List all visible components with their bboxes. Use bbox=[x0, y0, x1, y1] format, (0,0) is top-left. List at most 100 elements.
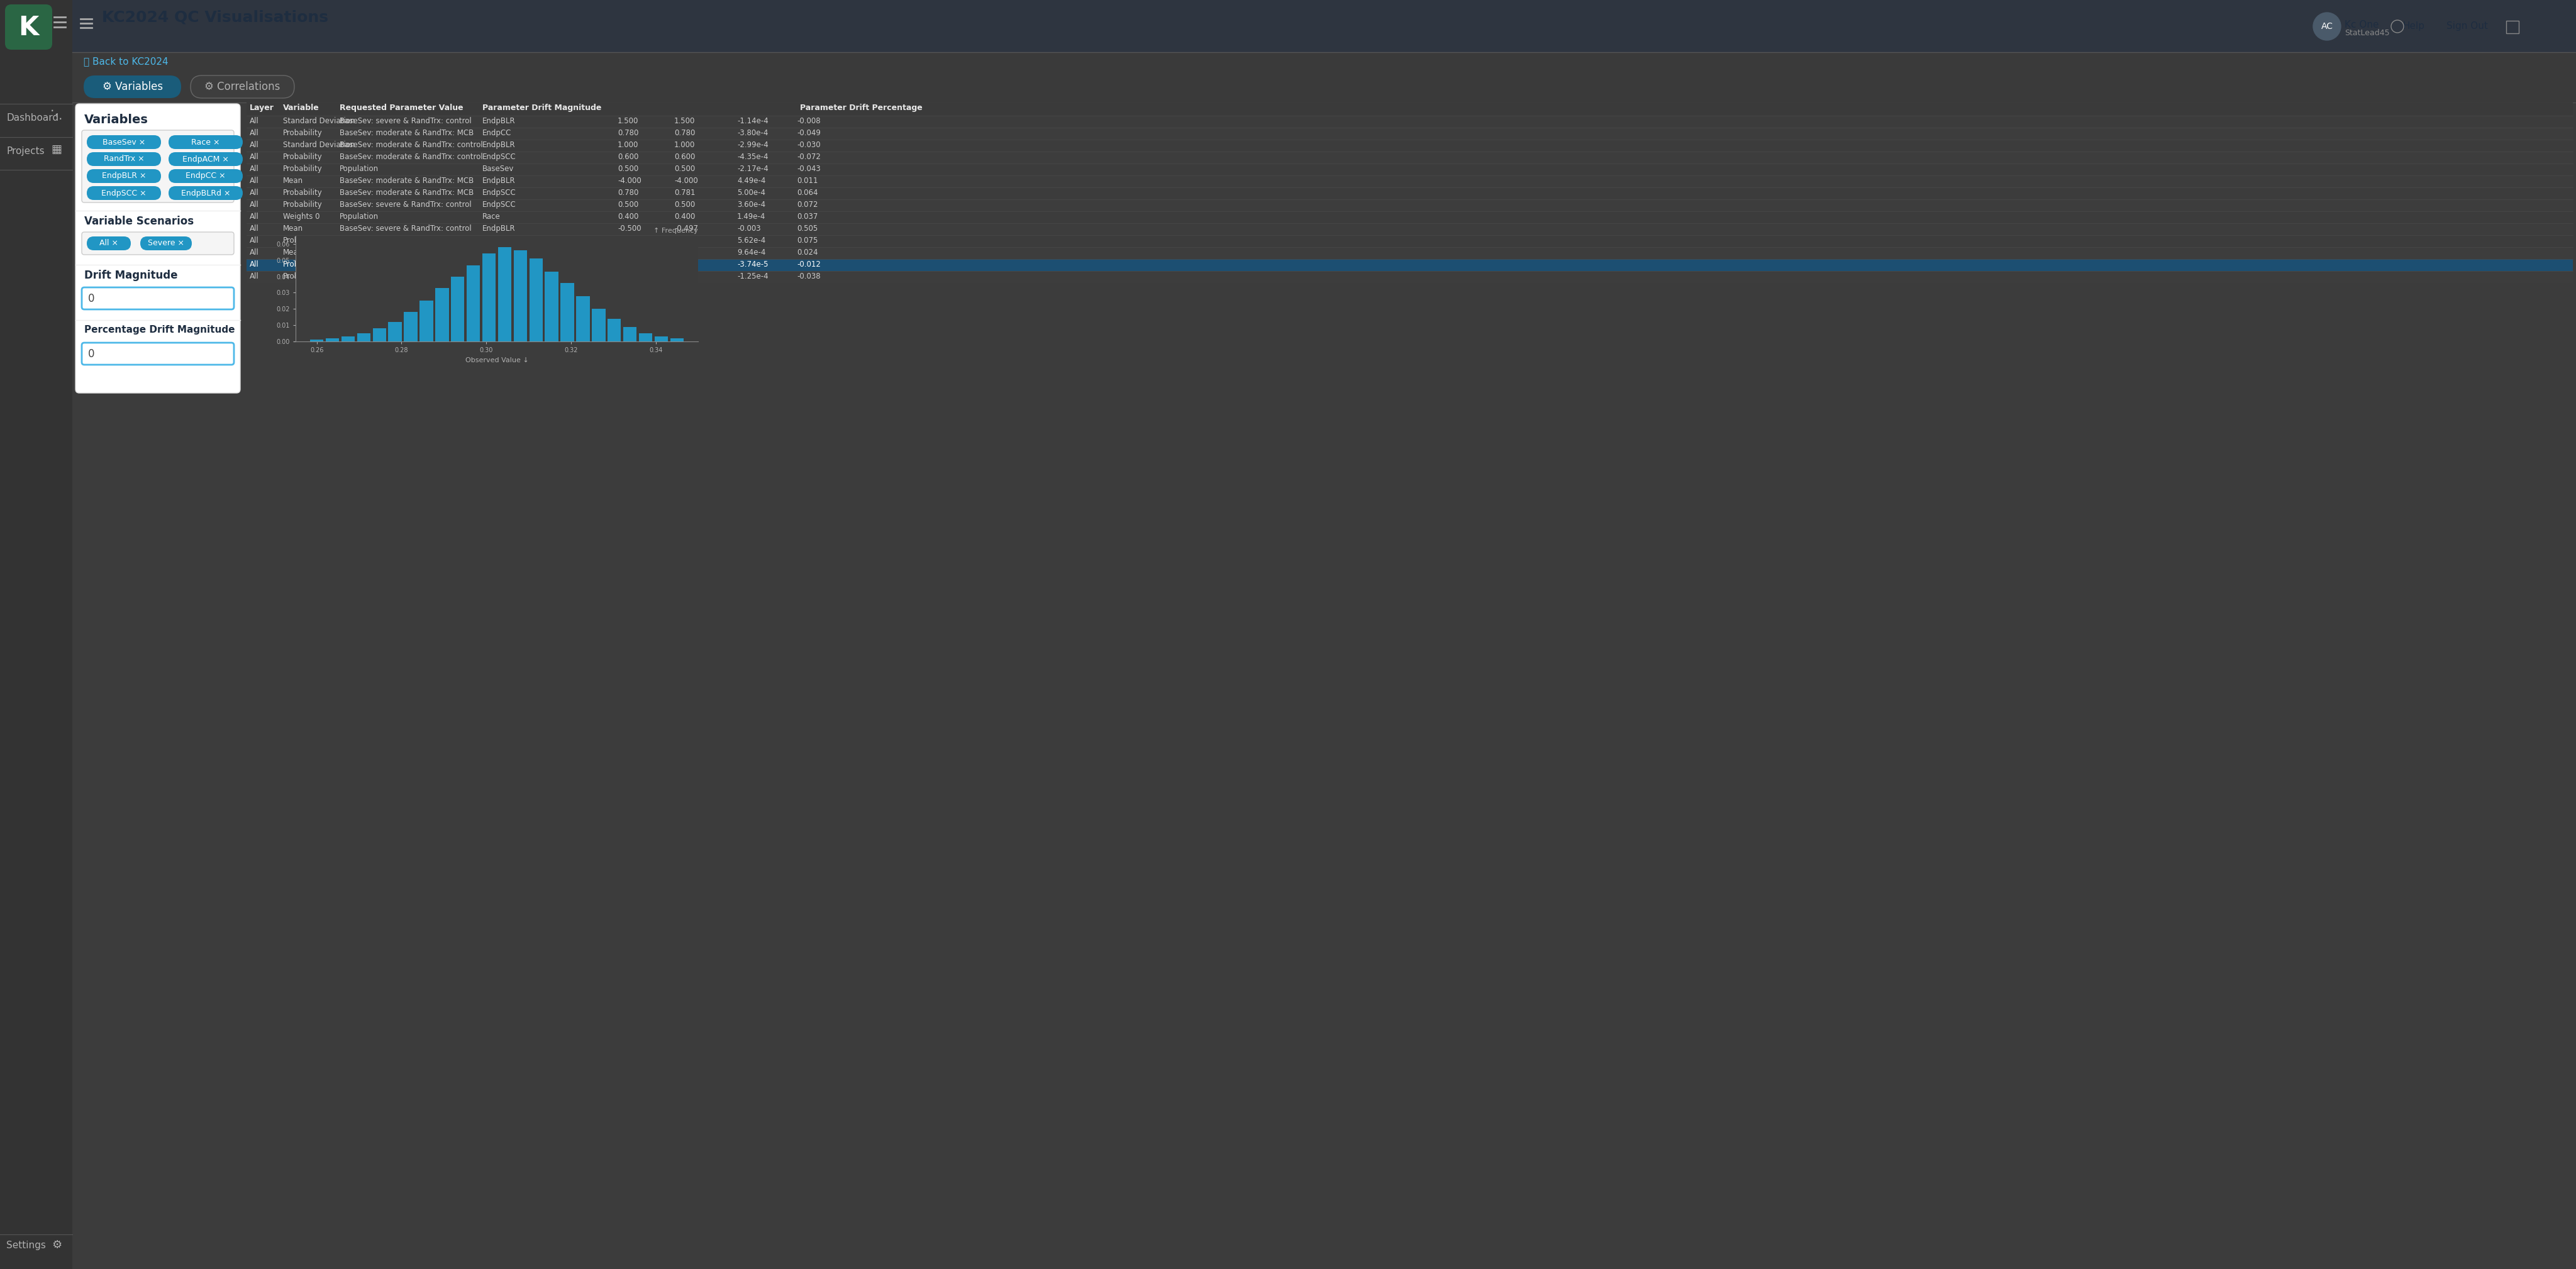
FancyBboxPatch shape bbox=[167, 152, 242, 166]
Text: StatLead45: StatLead45 bbox=[2344, 29, 2391, 37]
Text: 0.500: 0.500 bbox=[675, 165, 696, 173]
Text: ⚙ Correlations: ⚙ Correlations bbox=[204, 81, 281, 93]
Text: EndpBLRd ×: EndpBLRd × bbox=[180, 189, 229, 197]
FancyBboxPatch shape bbox=[82, 343, 234, 364]
Text: AC: AC bbox=[2321, 22, 2334, 30]
Text: Standard Deviation: Standard Deviation bbox=[283, 141, 355, 148]
Text: 1.500: 1.500 bbox=[618, 117, 639, 126]
Bar bbox=[435, 288, 448, 341]
Text: ↑ Frequency: ↑ Frequency bbox=[654, 227, 698, 233]
Text: BaseSev ×: BaseSev × bbox=[103, 138, 144, 146]
Text: ⋱: ⋱ bbox=[52, 109, 62, 121]
Text: 0: 0 bbox=[88, 349, 95, 359]
Text: Projects: Projects bbox=[5, 146, 44, 156]
Text: EndpSCC: EndpSCC bbox=[482, 152, 515, 161]
Text: 0.072: 0.072 bbox=[796, 201, 819, 209]
Text: BaseSev: BaseSev bbox=[482, 165, 515, 173]
Text: 0.505: 0.505 bbox=[796, 225, 817, 232]
Text: Probability: Probability bbox=[283, 189, 322, 197]
FancyBboxPatch shape bbox=[5, 4, 52, 49]
FancyBboxPatch shape bbox=[167, 169, 242, 183]
Bar bbox=[592, 308, 605, 341]
Bar bbox=[577, 296, 590, 341]
Bar bbox=[482, 254, 495, 341]
Bar bbox=[466, 265, 479, 341]
Text: EndpACM: EndpACM bbox=[482, 273, 518, 280]
Text: 0.011: 0.011 bbox=[796, 176, 819, 185]
Text: Probability: Probability bbox=[283, 260, 322, 269]
Text: 0.781: 0.781 bbox=[675, 189, 696, 197]
Text: 0.500: 0.500 bbox=[675, 201, 696, 209]
Text: 0.751: 0.751 bbox=[675, 236, 696, 245]
Text: EndpBLR: EndpBLR bbox=[482, 141, 515, 148]
Bar bbox=[247, 175, 2573, 188]
Text: -0.008: -0.008 bbox=[796, 117, 822, 126]
Text: Settings: Settings bbox=[5, 1240, 46, 1250]
Bar bbox=[389, 322, 402, 341]
Text: EndpBLR: EndpBLR bbox=[482, 225, 515, 232]
Text: 0.340: 0.340 bbox=[618, 273, 639, 280]
Text: 0.064: 0.064 bbox=[796, 189, 819, 197]
Text: Variables: Variables bbox=[85, 114, 149, 126]
Text: -4.35e-4: -4.35e-4 bbox=[737, 152, 768, 161]
Text: BaseSev: moderate & RandTrx: control: BaseSev: moderate & RandTrx: control bbox=[340, 141, 482, 148]
Text: 0.340: 0.340 bbox=[675, 273, 696, 280]
Text: -4.000: -4.000 bbox=[618, 176, 641, 185]
FancyBboxPatch shape bbox=[88, 169, 160, 183]
Text: 5.00e-4: 5.00e-4 bbox=[737, 189, 765, 197]
Text: BaseSev: moderate & RandTrx: control: BaseSev: moderate & RandTrx: control bbox=[340, 273, 482, 280]
Text: 0.400: 0.400 bbox=[675, 212, 696, 221]
Text: BaseSev: severe & RandTrx: control: BaseSev: severe & RandTrx: control bbox=[340, 117, 471, 126]
Text: Help: Help bbox=[2403, 22, 2424, 30]
FancyBboxPatch shape bbox=[82, 131, 234, 203]
Text: All: All bbox=[250, 152, 260, 161]
Text: -3.999: -3.999 bbox=[675, 249, 698, 256]
Bar bbox=[343, 336, 355, 341]
Bar bbox=[325, 339, 340, 341]
Text: BaseSev: severe & RandTrx: MCB: BaseSev: severe & RandTrx: MCB bbox=[340, 249, 464, 256]
Text: Kc One: Kc One bbox=[2344, 20, 2378, 29]
Text: Mean: Mean bbox=[283, 176, 304, 185]
Bar bbox=[404, 312, 417, 341]
Text: Race ×: Race × bbox=[191, 138, 219, 146]
Text: -0.500: -0.500 bbox=[618, 225, 641, 232]
Text: All: All bbox=[250, 141, 260, 148]
Text: 9.64e-4: 9.64e-4 bbox=[737, 249, 765, 256]
Text: -0.072: -0.072 bbox=[796, 152, 822, 161]
Bar bbox=[247, 272, 2573, 283]
Text: -0.012: -0.012 bbox=[796, 260, 822, 269]
Text: Probability: Probability bbox=[283, 129, 322, 137]
FancyBboxPatch shape bbox=[88, 152, 160, 166]
Text: 0: 0 bbox=[88, 293, 95, 305]
Text: -1.25e-4: -1.25e-4 bbox=[737, 273, 768, 280]
Text: -4.000: -4.000 bbox=[675, 176, 698, 185]
FancyBboxPatch shape bbox=[88, 187, 160, 201]
Text: Probability: Probability bbox=[283, 236, 322, 245]
Text: 1.49e-4: 1.49e-4 bbox=[737, 212, 765, 221]
Text: ⚙ Variables: ⚙ Variables bbox=[103, 81, 162, 93]
Text: Drift Magnitude: Drift Magnitude bbox=[85, 270, 178, 282]
Bar bbox=[374, 329, 386, 341]
Text: 0.750: 0.750 bbox=[618, 236, 639, 245]
Text: 0.037: 0.037 bbox=[796, 212, 817, 221]
Text: RandTrx ×: RandTrx × bbox=[103, 155, 144, 164]
Text: -3.74e-5: -3.74e-5 bbox=[737, 260, 768, 269]
Text: Race: Race bbox=[482, 212, 500, 221]
Text: 0.600: 0.600 bbox=[618, 152, 639, 161]
Text: All ×: All × bbox=[100, 240, 118, 247]
FancyBboxPatch shape bbox=[88, 236, 131, 250]
Text: Dashboard: Dashboard bbox=[5, 113, 59, 123]
Bar bbox=[247, 151, 2573, 164]
Text: Variable Scenarios: Variable Scenarios bbox=[85, 216, 193, 227]
Text: EndpACM: EndpACM bbox=[482, 260, 518, 269]
FancyBboxPatch shape bbox=[191, 75, 294, 98]
Text: BaseSev: severe & RandTrx: control: BaseSev: severe & RandTrx: control bbox=[340, 225, 471, 232]
Circle shape bbox=[2313, 13, 2342, 41]
Bar bbox=[451, 277, 464, 341]
Text: K: K bbox=[18, 14, 39, 41]
Bar bbox=[247, 199, 2573, 212]
Text: -3.80e-4: -3.80e-4 bbox=[737, 129, 768, 137]
Bar bbox=[247, 223, 2573, 235]
Bar bbox=[247, 103, 2573, 115]
Text: All: All bbox=[250, 273, 260, 280]
